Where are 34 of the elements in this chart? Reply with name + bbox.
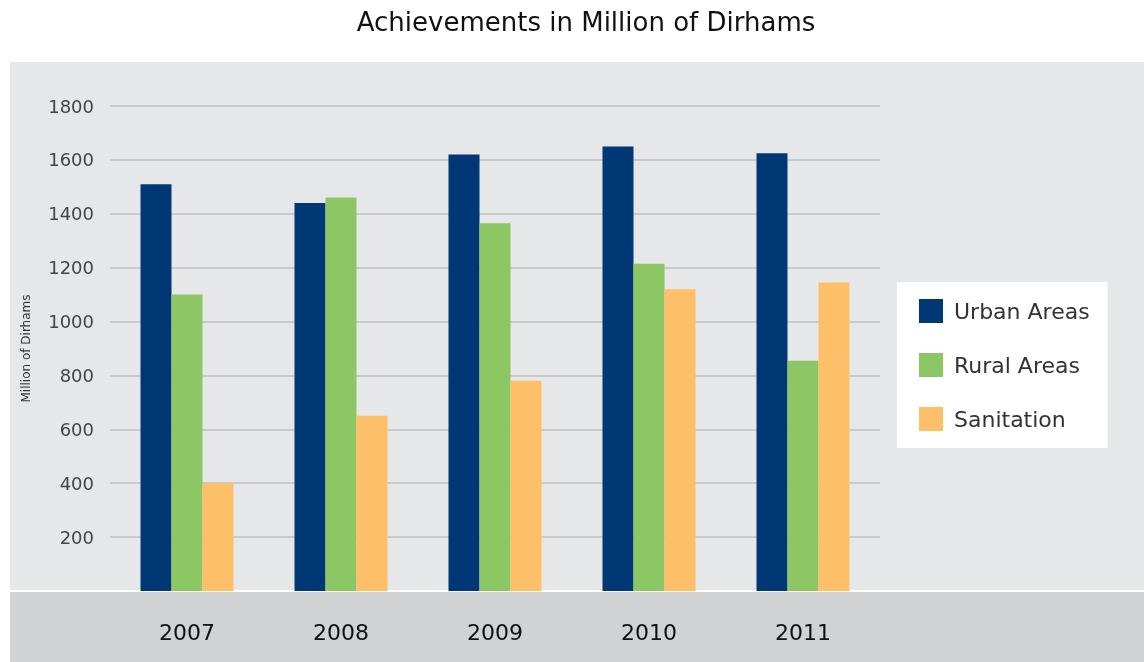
bar bbox=[633, 263, 665, 591]
x-tick-label: 2008 bbox=[313, 619, 369, 645]
bar bbox=[294, 203, 326, 591]
bar bbox=[171, 294, 203, 591]
bar bbox=[602, 146, 634, 591]
legend-label: Rural Areas bbox=[954, 352, 1080, 378]
bar bbox=[325, 197, 357, 591]
y-tick-label: 400 bbox=[59, 472, 94, 494]
x-tick-label: 2010 bbox=[621, 619, 677, 645]
bar bbox=[356, 415, 388, 591]
y-tick-label: 1400 bbox=[48, 203, 94, 225]
y-tick-label: 800 bbox=[59, 364, 94, 386]
x-tick-label: 2011 bbox=[775, 619, 831, 645]
y-tick-label: 600 bbox=[59, 418, 94, 440]
y-tick-label: 200 bbox=[59, 526, 94, 548]
bar bbox=[140, 184, 172, 591]
y-tick-label: 1600 bbox=[48, 149, 94, 171]
chart-title: Achievements in Million of Dirhams bbox=[356, 7, 816, 37]
bar bbox=[510, 380, 542, 591]
y-tick-label: 1800 bbox=[48, 95, 94, 117]
legend-label: Urban Areas bbox=[954, 298, 1090, 324]
bar bbox=[664, 289, 696, 591]
bar bbox=[756, 153, 788, 591]
x-tick-label: 2009 bbox=[467, 619, 523, 645]
x-tick-label: 2007 bbox=[159, 619, 215, 645]
bar bbox=[818, 282, 850, 591]
y-axis-title: Million of Dirhams bbox=[19, 294, 33, 403]
bar bbox=[787, 360, 819, 591]
y-tick-label: 1000 bbox=[48, 311, 94, 333]
legend-label: Sanitation bbox=[954, 406, 1066, 432]
bar bbox=[448, 154, 480, 591]
bar bbox=[202, 483, 234, 591]
bar bbox=[479, 223, 511, 591]
y-tick-label: 1200 bbox=[48, 257, 94, 279]
